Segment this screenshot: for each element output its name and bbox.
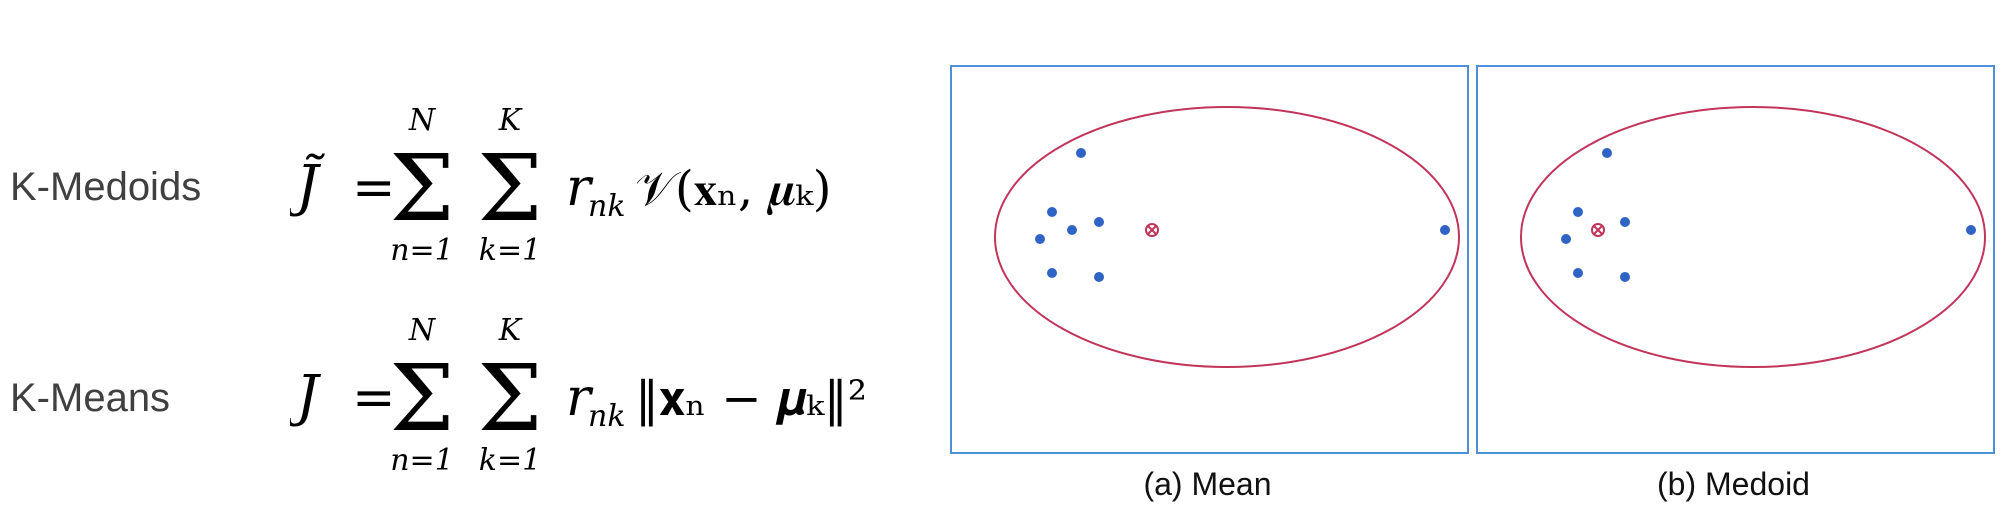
sum-upper-k: K (498, 313, 523, 348)
sum-upper-n: N (408, 313, 437, 348)
k-medoids-formula: J̃ = N Σ n=1 K Σ k=1 r nk 𝒱(𝐱ₙ, 𝝁ₖ) (290, 103, 832, 268)
k-medoids-label: K-Medoids (10, 165, 202, 209)
data-point (1047, 207, 1057, 217)
mean-caption: (a) Mean (1143, 466, 1272, 502)
squared-distance-term: ‖𝐱ₙ − 𝝁ₖ‖² (635, 371, 867, 427)
data-point (1047, 268, 1057, 278)
k-means-label: K-Means (10, 376, 171, 420)
medoid-plot (1520, 106, 1986, 368)
data-point (1094, 217, 1104, 227)
formula-eq: = (352, 368, 396, 428)
sum-lower-k: k=1 (479, 443, 541, 478)
formula-lhs: J̃ (290, 153, 326, 219)
data-point (1561, 234, 1571, 244)
center-marker-icon (1145, 223, 1159, 237)
sum-sigma-n: Σ (389, 135, 454, 242)
formula-eq: = (352, 158, 396, 218)
data-point (1440, 225, 1450, 235)
weight-r: r (566, 158, 594, 218)
sum-sigma-k: Σ (477, 345, 542, 452)
sum-lower-n: n=1 (390, 443, 454, 478)
sum-sigma-n: Σ (389, 345, 454, 452)
sum-sigma-k: Σ (477, 135, 542, 242)
weight-r-sub: nk (588, 399, 626, 434)
data-point (1067, 225, 1077, 235)
dissimilarity-term: 𝒱(𝐱ₙ, 𝝁ₖ) (635, 161, 832, 217)
mean-plot (994, 106, 1460, 368)
data-point (1076, 148, 1086, 158)
sum-upper-k: K (498, 103, 523, 138)
sum-lower-n: n=1 (390, 233, 454, 268)
medoid-panel (1476, 65, 1995, 454)
data-point (1094, 272, 1104, 282)
mean-panel (950, 65, 1469, 454)
weight-r: r (566, 368, 594, 428)
data-point (1035, 234, 1045, 244)
data-point (1602, 148, 1612, 158)
data-point (1573, 207, 1583, 217)
cluster-ellipse (1520, 106, 1986, 368)
data-point (1573, 268, 1583, 278)
data-point (1620, 217, 1630, 227)
formula-lhs: J (290, 364, 322, 429)
sum-upper-n: N (408, 103, 437, 138)
data-point (1966, 225, 1976, 235)
cluster-ellipse (994, 106, 1460, 368)
medoid-caption: (b) Medoid (1657, 466, 1810, 502)
weight-r-sub: nk (588, 189, 626, 224)
center-marker-icon (1591, 223, 1605, 237)
sum-lower-k: k=1 (479, 233, 541, 268)
data-point (1620, 272, 1630, 282)
k-means-formula: J = N Σ n=1 K Σ k=1 r nk ‖𝐱ₙ − 𝝁ₖ‖² (290, 313, 867, 478)
